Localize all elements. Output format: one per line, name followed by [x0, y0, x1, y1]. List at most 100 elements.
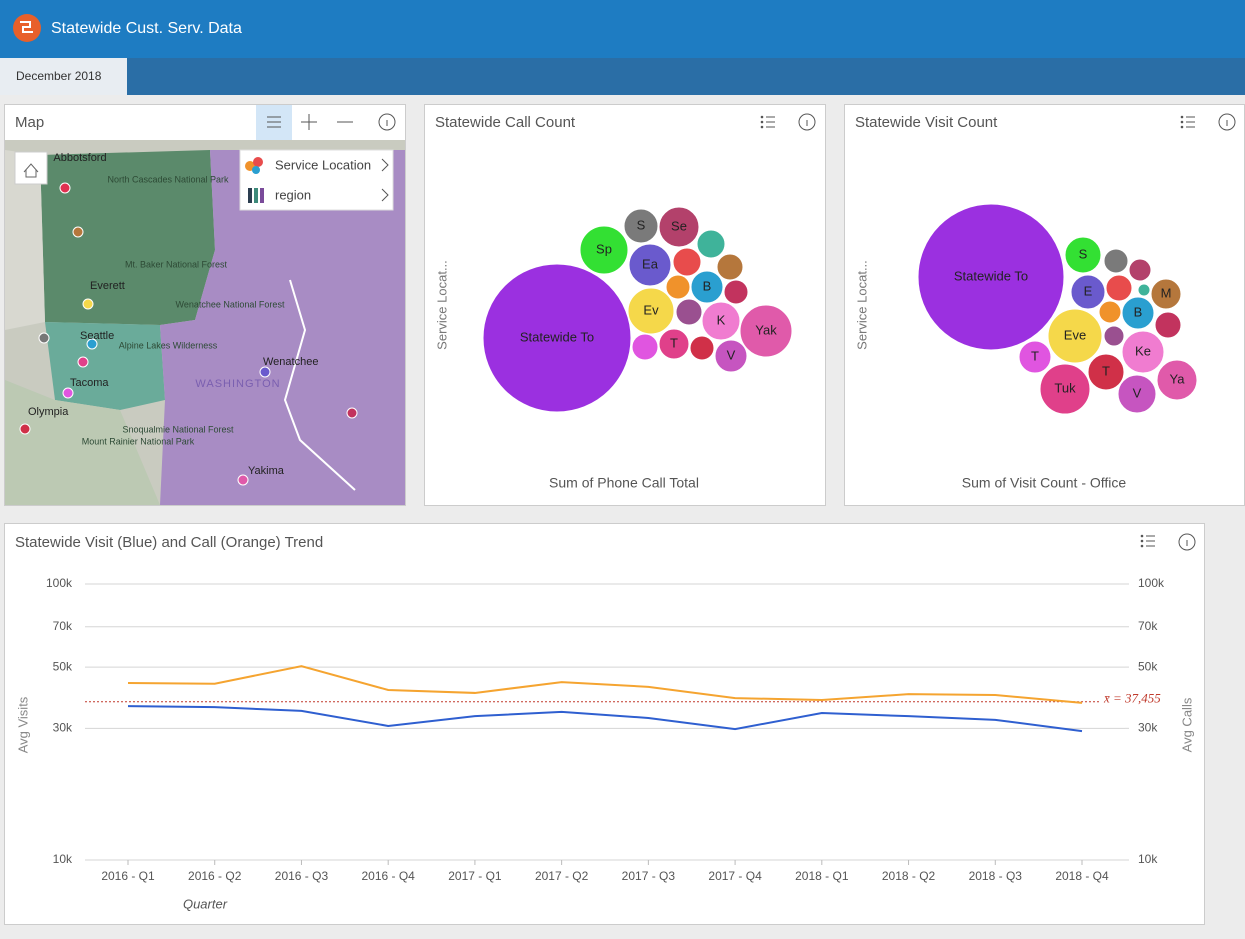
bubble — [675, 298, 703, 326]
y2-tick-label: 50k — [1138, 659, 1158, 673]
bubble — [723, 279, 749, 305]
y-tick-label: 30k — [53, 720, 73, 734]
bubble — [917, 203, 1065, 351]
axis-title: Avg Visits — [15, 696, 30, 753]
tab-label[interactable]: December 2018 — [16, 69, 102, 83]
map-label: Mount Rainier National Park — [82, 436, 195, 446]
x-tick-label: 2016 - Q3 — [275, 869, 329, 883]
legend-icon — [254, 188, 258, 203]
bubble-label: Ev — [643, 302, 659, 317]
map-label: Tacoma — [70, 377, 109, 389]
map-label: Mt. Baker National Forest — [125, 259, 228, 269]
bubble — [739, 304, 793, 358]
legend-icon — [260, 188, 264, 203]
bubble — [482, 263, 632, 413]
map-label: Olympia — [28, 406, 69, 418]
y-tick-label: 100k — [46, 576, 73, 590]
region — [45, 322, 165, 410]
x-tick-label: 2018 - Q3 — [969, 869, 1023, 883]
trend-panel — [4, 523, 1205, 925]
x-tick-label: 2018 - Q2 — [882, 869, 936, 883]
bubble — [1098, 300, 1122, 324]
axis-title: Quarter — [183, 896, 228, 911]
x-tick-label: 2016 - Q1 — [101, 869, 155, 883]
bubble-label: T — [670, 335, 678, 350]
bubble — [1117, 374, 1157, 414]
toolbar-icons — [267, 113, 1236, 551]
tab[interactable] — [0, 58, 127, 95]
bubble — [1103, 325, 1125, 347]
bubble — [1154, 311, 1182, 339]
x-tick-label: 2018 - Q1 — [795, 869, 849, 883]
bubble-label: Se — [671, 218, 687, 233]
axis-title: Service Locat... — [854, 260, 869, 350]
app-icon-glyph — [20, 21, 33, 33]
bubble-label: S — [1079, 246, 1088, 261]
header — [0, 0, 1245, 58]
y2-tick-label: 100k — [1138, 576, 1165, 590]
bubble — [665, 274, 691, 300]
bubble — [1121, 296, 1155, 330]
x-tick-label: 2017 - Q3 — [622, 869, 676, 883]
legend-icon — [252, 166, 260, 174]
bubble — [1137, 283, 1151, 297]
header-title: Statewide Cust. Serv. Data — [51, 20, 242, 37]
bubble — [1039, 363, 1091, 415]
map-label: Everett — [90, 280, 125, 292]
panel-title: Statewide Call Count — [435, 114, 576, 131]
legend-label[interactable]: region — [275, 187, 311, 202]
bubble-label: B — [703, 278, 712, 293]
bubble — [1070, 274, 1106, 310]
bubble-label: Statewide To — [520, 329, 594, 344]
bubble-label: Yak — [755, 322, 777, 337]
x-tick-label: 2016 - Q4 — [361, 869, 415, 883]
bubble — [714, 339, 748, 373]
y-tick-label: 50k — [53, 659, 73, 673]
line-series — [127, 705, 1083, 733]
x-tick-label: 2017 - Q1 — [448, 869, 502, 883]
bubble — [1064, 236, 1102, 274]
tab-bar — [0, 58, 1245, 95]
bubble-label: Tuk — [1054, 380, 1076, 395]
x-tick-label: 2017 - Q2 — [535, 869, 589, 883]
bubble-label: T — [1031, 348, 1039, 363]
map-label: Abbotsford — [53, 152, 106, 164]
legend-icon — [248, 188, 252, 203]
region — [40, 150, 215, 325]
map-label: Alpine Lakes Wilderness — [119, 340, 218, 350]
bubble — [623, 208, 659, 244]
panel-title: Statewide Visit (Blue) and Call (Orange)… — [15, 534, 323, 551]
map-label: Wenatchee — [263, 356, 318, 368]
bubble — [1150, 278, 1182, 310]
bubble — [1128, 258, 1152, 282]
bubble — [701, 301, 741, 341]
x-tick-label: 2017 - Q4 — [708, 869, 762, 883]
bubble — [658, 206, 700, 248]
bubble-label: Ea — [642, 256, 659, 271]
bubble — [689, 335, 715, 361]
map-label: Wenatchee National Forest — [176, 299, 285, 309]
map-legend — [239, 149, 394, 211]
y-tick-label: 10k — [53, 852, 73, 866]
map-canvas[interactable] — [5, 140, 405, 505]
map-label: Snoqualmie National Forest — [122, 424, 234, 434]
bubble — [1121, 330, 1165, 374]
legend-label[interactable]: Service Location — [275, 157, 371, 172]
axis-title: Sum of Visit Count - Office — [962, 475, 1127, 491]
map-label: North Cascades National Park — [107, 174, 229, 184]
service-dots — [19, 182, 358, 486]
home-button[interactable] — [14, 151, 48, 185]
bubble-label: B — [1134, 304, 1143, 319]
bubble — [1103, 248, 1129, 274]
list-dots — [760, 115, 1184, 548]
bubble — [716, 253, 744, 281]
map-label: Yakima — [248, 465, 285, 477]
bubble-label: T — [1102, 363, 1110, 378]
bubble — [1018, 340, 1052, 374]
line-series — [127, 665, 1083, 704]
y2-tick-label: 10k — [1138, 852, 1158, 866]
bubble — [1087, 353, 1125, 391]
home-icon — [23, 163, 39, 178]
